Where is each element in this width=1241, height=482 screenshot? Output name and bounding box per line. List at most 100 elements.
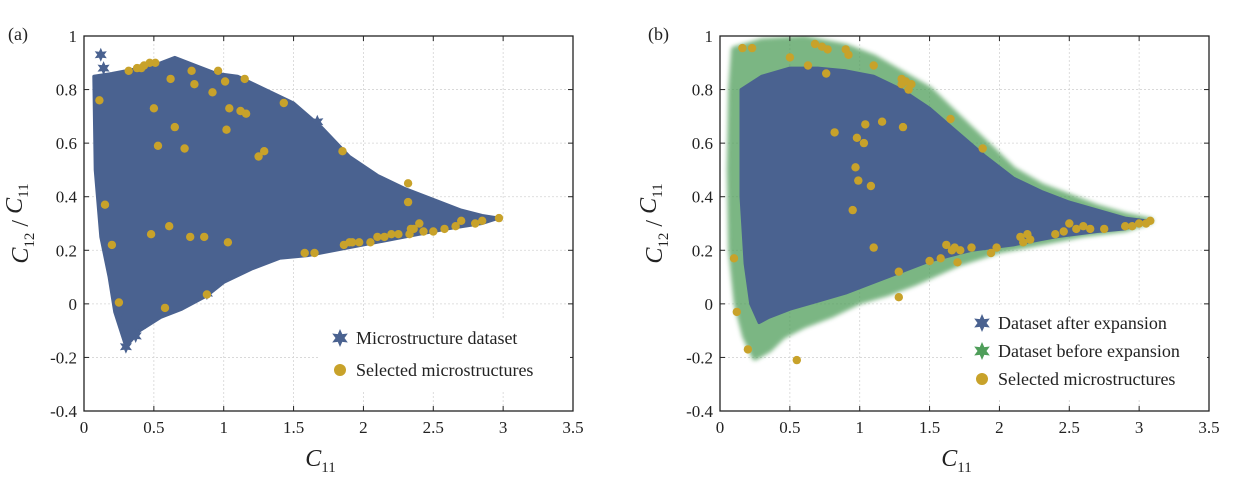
selected-point bbox=[213, 66, 223, 76]
selected-point bbox=[457, 216, 466, 225]
selected-point bbox=[953, 258, 962, 267]
x-tick-label: 0 bbox=[716, 418, 725, 437]
selected-point bbox=[151, 58, 160, 67]
legend-label: Dataset before expansion bbox=[998, 341, 1180, 361]
selected-point bbox=[225, 104, 234, 113]
y-tick-label: -0.2 bbox=[686, 348, 713, 367]
selected-point bbox=[187, 66, 196, 76]
selected-point bbox=[942, 240, 951, 250]
selected-point bbox=[415, 219, 424, 228]
selected-point bbox=[124, 66, 133, 76]
x-tick-label: 2 bbox=[995, 418, 1004, 437]
selected-point bbox=[366, 238, 375, 247]
selected-point bbox=[165, 222, 174, 231]
y-tick-label: 0 bbox=[69, 295, 78, 314]
y-axis-label: C12 / C11 bbox=[636, 183, 672, 263]
y-tick-label: 0.6 bbox=[56, 134, 77, 153]
selected-point bbox=[925, 256, 934, 266]
selected-point bbox=[810, 39, 820, 49]
x-axis-label-main: C bbox=[941, 446, 958, 472]
selected-point bbox=[986, 248, 996, 258]
selected-point bbox=[830, 128, 839, 137]
selected-point bbox=[409, 224, 418, 234]
selected-point bbox=[859, 138, 869, 148]
panel-label: (b) bbox=[648, 24, 669, 45]
selected-point bbox=[848, 205, 857, 215]
axes-frame bbox=[719, 35, 1210, 412]
x-tick-label: 2.5 bbox=[423, 418, 444, 437]
selected-point bbox=[300, 248, 309, 258]
selected-point bbox=[978, 144, 987, 153]
legend-circle-marker bbox=[334, 364, 346, 376]
y-axis-label: C12 / C11 bbox=[2, 183, 38, 263]
selected-point bbox=[348, 238, 357, 247]
x-tick-label: 3 bbox=[1135, 418, 1144, 437]
selected-point bbox=[222, 125, 231, 134]
selected-point bbox=[785, 53, 795, 62]
selected-point bbox=[1019, 238, 1028, 247]
y-tick-label: 0 bbox=[705, 295, 714, 314]
selected-point bbox=[373, 232, 382, 242]
y-axis-label-separator: / bbox=[8, 214, 34, 233]
legend: Microstructure dataset Selected microstru… bbox=[320, 320, 570, 390]
y-tick-label: 0.4 bbox=[692, 188, 714, 207]
y-tick-label: 0.8 bbox=[692, 81, 713, 100]
star-point bbox=[133, 318, 146, 333]
legend-background bbox=[320, 320, 570, 390]
selected-point bbox=[338, 147, 347, 156]
selected-point bbox=[494, 213, 504, 223]
selected-point bbox=[894, 293, 903, 302]
selected-point bbox=[866, 181, 876, 191]
star-point bbox=[129, 329, 142, 343]
selected-point bbox=[898, 122, 908, 132]
x-axis-label: C11 bbox=[305, 446, 335, 476]
plot-area bbox=[726, 36, 1155, 365]
legend-label: Dataset after expansion bbox=[998, 313, 1167, 333]
selected-point bbox=[170, 122, 179, 132]
selected-point bbox=[854, 176, 863, 185]
selected-point bbox=[100, 200, 110, 209]
selected-point bbox=[729, 254, 739, 263]
selected-point bbox=[1100, 224, 1109, 234]
selected-point bbox=[1086, 224, 1095, 234]
selected-point bbox=[732, 307, 741, 317]
star-point bbox=[94, 47, 107, 62]
x-tick-label: 1 bbox=[855, 418, 864, 437]
legend-label: Selected microstructures bbox=[998, 369, 1175, 389]
selected-point bbox=[202, 290, 212, 299]
selected-point bbox=[1128, 222, 1137, 231]
selected-point bbox=[869, 243, 878, 252]
selected-point bbox=[478, 216, 487, 225]
selected-point bbox=[822, 69, 831, 78]
x-axis-label: C11 bbox=[941, 446, 971, 476]
y-tick-label: 0.2 bbox=[56, 241, 77, 260]
axes-frame bbox=[83, 35, 574, 412]
selected-point bbox=[956, 246, 965, 255]
y-tick-label: 1 bbox=[69, 27, 78, 46]
y-tick-label: 1 bbox=[705, 27, 714, 46]
panel-label: (a) bbox=[8, 24, 28, 45]
y-axis-label-subscript: 11 bbox=[16, 183, 32, 197]
panel-a: 0 0.5 1 1.5 2 2.5 3 3.5 -0.4 -0.2 0 0.2 0.4 0.6 0.8 1 (a… bbox=[2, 24, 584, 476]
y-tick-label: 0.6 bbox=[692, 134, 713, 153]
selected-point bbox=[1072, 224, 1081, 234]
selected-point bbox=[419, 227, 428, 236]
legend-circle-marker bbox=[976, 373, 988, 385]
selected-point bbox=[852, 133, 862, 142]
y-tick-label: 0.4 bbox=[56, 188, 78, 207]
legend-star-marker bbox=[974, 342, 990, 360]
selected-point bbox=[355, 238, 364, 247]
x-axis-label-main: C bbox=[305, 446, 322, 472]
x-tick-label: 3.5 bbox=[562, 418, 583, 437]
y-axis-label-subscript: 11 bbox=[650, 183, 666, 197]
selected-point bbox=[166, 74, 175, 84]
x-tick-label: 3 bbox=[499, 418, 508, 437]
selected-point bbox=[1051, 230, 1060, 239]
selected-point bbox=[1059, 227, 1068, 236]
selected-point bbox=[823, 45, 832, 54]
x-tick-label: 0.5 bbox=[143, 418, 164, 437]
y-axis-label-subscript: 12 bbox=[656, 233, 672, 248]
x-axis-label-subscript: 11 bbox=[957, 460, 971, 476]
selected-point bbox=[1121, 222, 1130, 231]
selected-point bbox=[1079, 222, 1088, 231]
